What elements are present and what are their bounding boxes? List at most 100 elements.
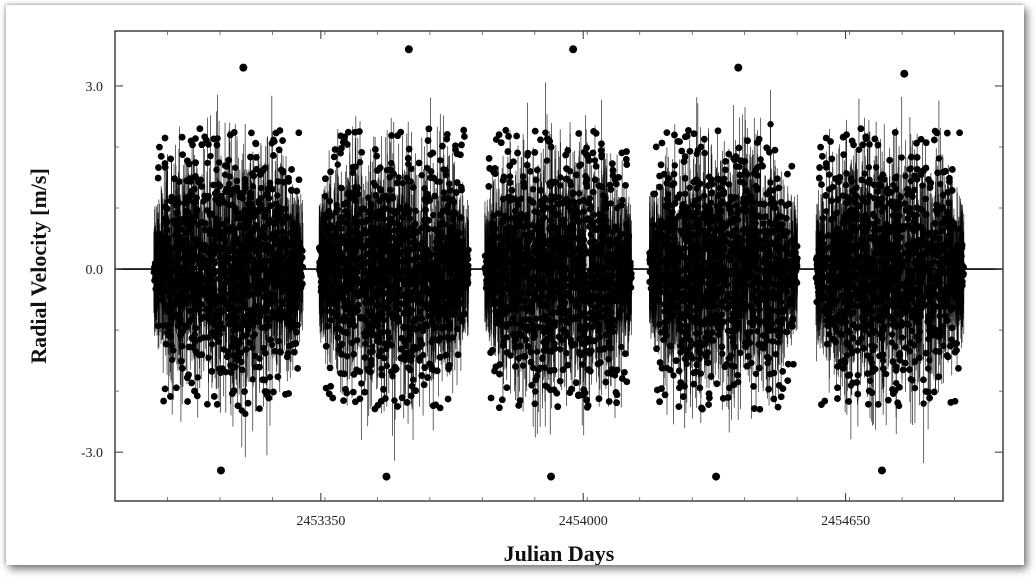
data-point <box>183 157 191 165</box>
data-point <box>192 172 199 180</box>
data-point <box>256 171 264 179</box>
data-point <box>209 251 217 259</box>
data-point <box>275 146 283 154</box>
data-point <box>387 166 394 174</box>
data-point <box>420 381 428 389</box>
data-point <box>256 355 263 362</box>
data-point <box>353 275 361 283</box>
data-point <box>432 401 440 409</box>
data-point <box>453 302 461 310</box>
data-point <box>332 226 340 233</box>
data-point <box>383 236 391 244</box>
data-point <box>286 342 293 350</box>
data-point <box>456 266 464 274</box>
data-point <box>163 204 170 212</box>
data-point <box>248 129 255 137</box>
data-point <box>294 248 302 256</box>
data-point <box>280 178 288 186</box>
data-point <box>375 338 383 346</box>
data-point <box>179 215 186 223</box>
data-point <box>328 286 335 294</box>
data-point <box>424 260 432 268</box>
data-point <box>185 280 193 288</box>
data-point <box>394 132 402 140</box>
data-point <box>353 267 360 274</box>
data-point <box>460 126 468 134</box>
data-point <box>167 197 175 205</box>
data-point <box>398 334 406 342</box>
data-point <box>415 159 423 167</box>
data-point <box>196 125 204 133</box>
data-point <box>330 153 338 161</box>
data-point <box>178 269 186 277</box>
data-point <box>244 222 251 230</box>
data-point <box>414 275 422 282</box>
data-point <box>420 281 427 289</box>
data-point <box>363 259 370 266</box>
data-point <box>436 334 444 342</box>
data-point <box>162 340 170 348</box>
data-point <box>406 352 414 360</box>
data-point <box>385 296 393 304</box>
data-point <box>440 247 448 255</box>
data-point <box>247 290 254 298</box>
data-point <box>405 305 412 312</box>
data-point <box>361 354 369 361</box>
data-point <box>274 373 282 381</box>
data-point <box>440 194 448 202</box>
data-point <box>293 187 301 195</box>
data-point <box>367 201 375 209</box>
data-point <box>424 192 432 200</box>
data-point <box>233 177 241 185</box>
data-point <box>203 260 211 268</box>
data-point <box>375 197 383 205</box>
data-point <box>248 268 255 276</box>
data-point <box>414 242 422 250</box>
data-point <box>247 307 255 314</box>
data-point <box>234 402 242 410</box>
data-point <box>404 154 412 162</box>
data-point <box>209 329 217 336</box>
data-point <box>285 174 293 182</box>
data-point <box>458 317 466 325</box>
data-point <box>464 255 472 263</box>
data-point <box>222 256 229 263</box>
data-point <box>283 260 291 268</box>
data-point <box>451 296 459 304</box>
data-point <box>440 189 448 196</box>
data-point <box>434 308 442 315</box>
data-point <box>342 385 349 393</box>
data-point <box>424 374 431 381</box>
data-point <box>365 208 373 215</box>
data-point <box>373 167 381 174</box>
data-point <box>412 267 419 274</box>
data-point <box>328 247 336 255</box>
data-point <box>158 296 166 303</box>
data-point <box>346 249 354 257</box>
data-point <box>278 299 286 306</box>
data-point <box>377 397 385 405</box>
data-point <box>203 207 211 214</box>
data-point <box>233 259 240 266</box>
data-point <box>354 307 361 315</box>
data-point <box>395 174 402 181</box>
data-point <box>453 150 461 158</box>
data-point <box>241 321 249 329</box>
data-point <box>223 353 231 361</box>
data-point <box>404 45 413 54</box>
data-point <box>154 322 162 330</box>
data-point <box>191 199 199 207</box>
data-point <box>282 390 289 398</box>
data-point <box>288 166 295 173</box>
data-point <box>254 318 262 325</box>
data-point <box>446 187 454 194</box>
data-point <box>385 334 393 341</box>
data-point <box>456 260 463 267</box>
data-point <box>284 214 292 222</box>
data-point <box>410 224 417 231</box>
data-point <box>461 310 468 318</box>
data-point <box>264 206 271 214</box>
data-point <box>188 334 196 342</box>
data-point <box>210 393 218 400</box>
